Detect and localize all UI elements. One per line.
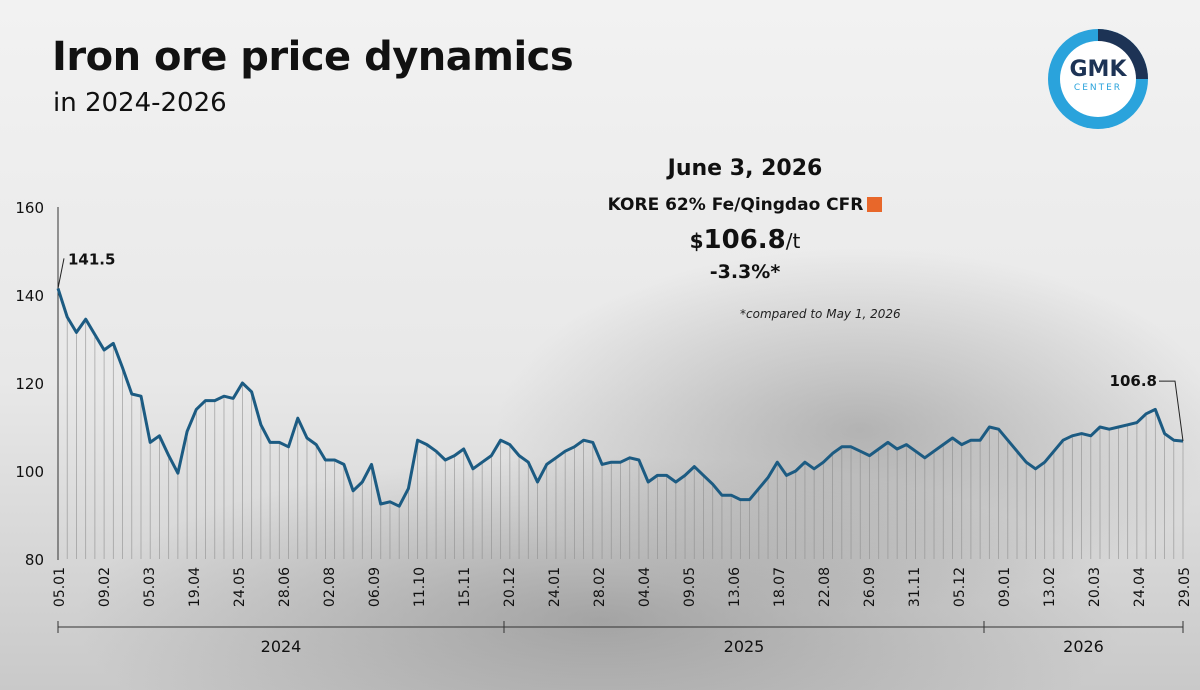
series-color-marker bbox=[867, 197, 883, 212]
x-tick-label: 04.04 bbox=[637, 567, 653, 607]
price-currency: $ bbox=[689, 229, 704, 253]
year-label: 2024 bbox=[261, 637, 302, 656]
price-value: 106.8 bbox=[703, 225, 786, 255]
info-series: KORE 62% Fe/Qingdao CFR bbox=[560, 195, 930, 215]
x-tick-label: 20.12 bbox=[502, 567, 518, 607]
x-tick-label: 05.01 bbox=[52, 567, 68, 607]
y-tick-label: 120 bbox=[15, 375, 44, 393]
x-tick-label: 09.01 bbox=[997, 567, 1013, 607]
x-tick-label: 28.06 bbox=[277, 567, 293, 607]
x-tick-label: 20.03 bbox=[1087, 567, 1103, 607]
x-tick-label: 13.02 bbox=[1042, 567, 1058, 607]
x-tick-label: 18.07 bbox=[772, 567, 788, 607]
x-tick-label: 05.12 bbox=[952, 567, 968, 607]
x-tick-label: 24.01 bbox=[547, 567, 563, 607]
gmk-logo: GMK CENTER bbox=[1048, 29, 1148, 129]
price-change: -3.3%* bbox=[709, 261, 781, 283]
year-label: 2025 bbox=[724, 637, 765, 656]
info-series-label: KORE 62% Fe/Qingdao CFR bbox=[607, 195, 864, 215]
series-line-kore-62-fe bbox=[56, 287, 1184, 508]
x-tick-label: 28.02 bbox=[592, 567, 608, 607]
x-tick-label: 19.04 bbox=[187, 567, 203, 607]
y-tick-label: 100 bbox=[15, 463, 44, 481]
annotation-last-value: 106.8 bbox=[1110, 372, 1157, 390]
x-tick-label: 24.04 bbox=[1132, 567, 1148, 607]
x-tick-label: 29.05 bbox=[1177, 567, 1193, 607]
info-date: June 3, 2026 bbox=[667, 156, 823, 181]
y-tick-label: 160 bbox=[15, 199, 44, 217]
x-tick-label: 22.08 bbox=[817, 567, 833, 607]
logo-text: GMK bbox=[1069, 57, 1127, 82]
x-tick-label: 15.11 bbox=[457, 567, 473, 607]
page-title: Iron ore price dynamics bbox=[52, 34, 574, 80]
annotation-leader-line bbox=[57, 258, 65, 289]
x-tick-label: 02.08 bbox=[322, 567, 338, 607]
x-tick-label: 31.11 bbox=[907, 567, 923, 607]
year-label: 2026 bbox=[1063, 637, 1104, 656]
x-tick-label: 24.05 bbox=[232, 567, 248, 607]
x-tick-label: 09.02 bbox=[97, 567, 113, 607]
price-unit: /t bbox=[785, 229, 801, 253]
annotation-leader-line bbox=[1159, 380, 1184, 442]
x-tick-label: 26.09 bbox=[862, 567, 878, 607]
x-tick-label: 05.03 bbox=[142, 567, 158, 607]
annotation-first-value: 141.5 bbox=[68, 250, 115, 268]
x-tick-label: 09.05 bbox=[682, 567, 698, 607]
info-footnote: *compared to May 1, 2026 bbox=[740, 307, 901, 321]
x-tick-label: 13.06 bbox=[727, 567, 743, 607]
info-price: $106.8/t bbox=[560, 225, 930, 255]
x-tick-label: 06.09 bbox=[367, 567, 383, 607]
y-tick-label: 80 bbox=[25, 551, 44, 569]
page-subtitle: in 2024-2026 bbox=[53, 88, 227, 118]
y-tick-label: 140 bbox=[15, 287, 44, 305]
logo-inner: GMK CENTER bbox=[1060, 41, 1136, 117]
logo-subtext: CENTER bbox=[1073, 83, 1123, 93]
x-tick-label: 11.10 bbox=[412, 567, 428, 607]
price-info-box: June 3, 2026 KORE 62% Fe/Qingdao CFR $10… bbox=[560, 150, 930, 283]
